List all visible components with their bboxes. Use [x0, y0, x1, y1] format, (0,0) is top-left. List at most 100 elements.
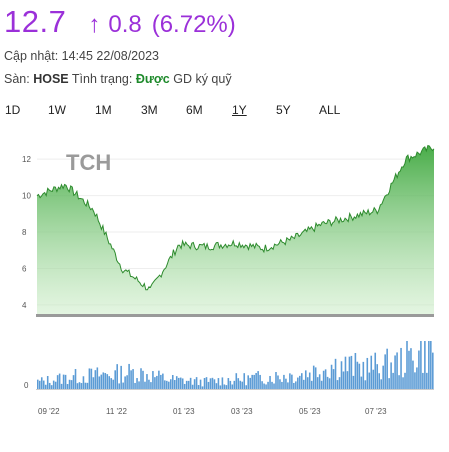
volume-bar: [128, 363, 130, 389]
arrow-up-icon: ↑: [88, 11, 101, 38]
volume-bar: [320, 380, 323, 389]
price-y-tick-label: 8: [22, 228, 27, 237]
volume-bar: [225, 385, 228, 389]
volume-bar: [392, 372, 394, 389]
range-all[interactable]: ALL: [319, 103, 341, 117]
volume-bar: [177, 377, 180, 389]
volume-bar: [197, 385, 200, 389]
volume-bar: [257, 371, 259, 389]
status-label: Tình trạng:: [71, 72, 133, 86]
volume-bar: [271, 381, 273, 389]
volume-bar: [334, 358, 337, 389]
volume-bar: [37, 379, 39, 389]
volume-bar: [364, 380, 367, 389]
volume-bar: [126, 375, 128, 389]
volume-bar: [306, 377, 309, 389]
volume-bar: [269, 375, 271, 389]
volume-bar: [150, 382, 152, 389]
volume-bar: [358, 363, 361, 389]
volume-bar: [158, 370, 160, 389]
volume-bar: [275, 372, 277, 389]
volume-bar: [187, 380, 190, 389]
volume-bar: [170, 379, 172, 389]
volume-baseline: [36, 389, 434, 390]
volume-bar: [44, 384, 47, 389]
volume-bar: [213, 379, 216, 389]
chart-symbol: TCH: [66, 150, 111, 175]
price-change-percent: (6.72%): [151, 11, 236, 38]
volume-bar: [42, 380, 45, 389]
volume-bar: [160, 374, 162, 389]
price-baseline: [36, 314, 434, 317]
range-3m[interactable]: 3M: [141, 103, 158, 117]
volume-bar: [114, 370, 116, 389]
volume-bar: [402, 377, 404, 389]
volume-bar: [330, 364, 333, 389]
volume-bars: [37, 341, 434, 389]
volume-bar: [138, 381, 140, 389]
range-1y[interactable]: 1Y: [232, 103, 247, 117]
volume-bar: [299, 375, 301, 389]
x-axis: 09 '22 11 '22 01 '23 03 '23 05 '23 07 '23: [38, 407, 387, 416]
range-1m[interactable]: 1M: [95, 103, 112, 117]
volume-bar: [370, 355, 373, 389]
volume-bar: [217, 378, 220, 389]
range-6m[interactable]: 6M: [186, 103, 203, 117]
volume-bar: [86, 382, 89, 389]
volume-bar: [74, 369, 77, 389]
price-change: 0.8: [108, 11, 142, 38]
volume-bar: [398, 375, 400, 389]
volume-bar: [249, 377, 251, 389]
volume-bar: [386, 348, 388, 389]
volume-bar: [255, 373, 257, 389]
volume-bar: [164, 380, 166, 389]
volume-y-tick-label: 0: [24, 381, 29, 390]
volume-bar: [382, 365, 384, 389]
volume-bar: [426, 372, 428, 389]
volume-bar: [243, 373, 246, 389]
volume-bar: [279, 379, 281, 389]
volume-bar: [346, 371, 349, 389]
volume-bar: [308, 372, 311, 389]
volume-bar: [60, 383, 63, 389]
range-1d[interactable]: 1D: [5, 103, 21, 117]
volume-bar: [120, 365, 122, 389]
updated-time: Cập nhật: 14:45 22/08/2023: [4, 49, 159, 63]
volume-bar: [241, 381, 244, 389]
range-1w[interactable]: 1W: [48, 103, 66, 117]
volume-bar: [372, 369, 375, 389]
volume-bar: [424, 341, 426, 389]
volume-bar: [185, 380, 188, 389]
volume-bar: [338, 377, 341, 389]
volume-bar: [326, 376, 329, 389]
volume-bar: [354, 352, 357, 389]
volume-bar: [181, 378, 184, 389]
volume-bar: [297, 377, 299, 389]
x-tick-label: 05 '23: [299, 407, 321, 416]
volume-bar: [168, 381, 170, 389]
volume-bar: [116, 364, 118, 389]
volume-bar: [68, 379, 71, 389]
volume-bar: [144, 381, 146, 389]
volume-bar: [64, 374, 67, 389]
volume-bar: [104, 373, 107, 389]
volume-bar: [316, 377, 319, 389]
volume-bar: [384, 354, 386, 389]
volume-bar: [80, 383, 83, 389]
volume-bar: [344, 356, 347, 389]
range-5y[interactable]: 5Y: [276, 103, 291, 117]
x-tick-label: 07 '23: [365, 407, 387, 416]
volume-bar: [314, 367, 317, 389]
volume-bar: [193, 379, 196, 389]
volume-bar: [310, 380, 313, 389]
price-line: [36, 144, 435, 291]
volume-bar: [277, 375, 279, 389]
volume-bar: [291, 374, 293, 389]
volume-bar: [54, 381, 57, 389]
volume-bar: [281, 381, 283, 389]
volume-bar: [38, 380, 41, 389]
volume-bar: [215, 383, 218, 389]
volume-bar: [432, 352, 434, 389]
volume-bar: [229, 380, 232, 389]
